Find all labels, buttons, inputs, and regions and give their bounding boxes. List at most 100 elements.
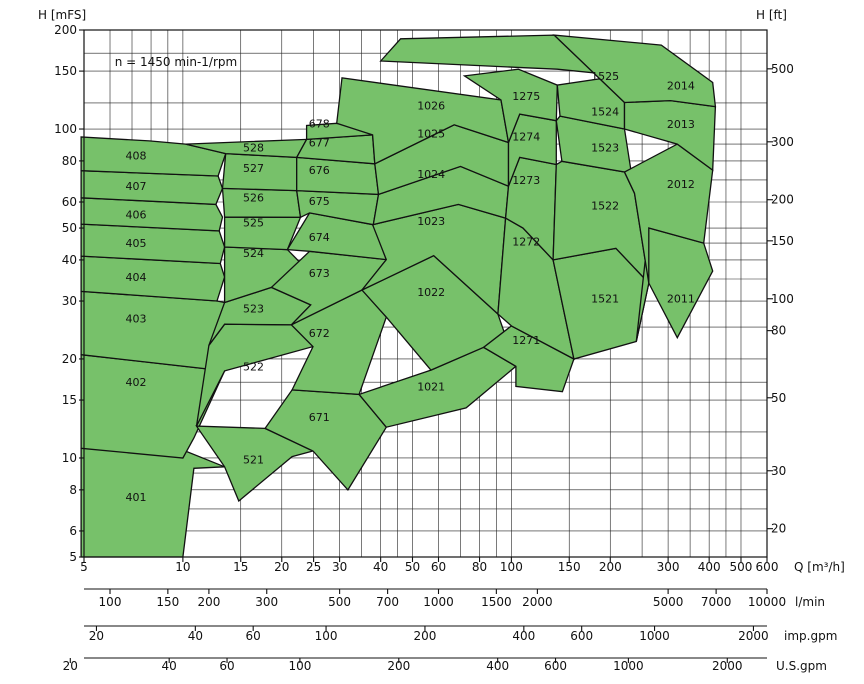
region-label-404: 404 bbox=[126, 271, 147, 284]
x-tick-label: 500 bbox=[730, 560, 753, 574]
region-label-1025: 1025 bbox=[417, 127, 445, 140]
x-tick-label: 400 bbox=[698, 560, 721, 574]
y-left-tick-label: 15 bbox=[62, 393, 77, 407]
x-tick-label: 25 bbox=[306, 560, 321, 574]
y-axis-left-label: H [mFS] bbox=[38, 8, 86, 22]
region-label-524: 524 bbox=[243, 247, 264, 260]
x-tick-label: 150 bbox=[558, 560, 581, 574]
region-label-1022: 1022 bbox=[417, 286, 445, 299]
x-tick-label: 200 bbox=[599, 560, 622, 574]
region-label-405: 405 bbox=[126, 237, 147, 250]
region-label-1026: 1026 bbox=[417, 99, 445, 112]
secondary-tick-label: 100 bbox=[288, 659, 311, 673]
region-label-402: 402 bbox=[126, 376, 147, 389]
region-label-522: 522 bbox=[243, 360, 264, 373]
region-label-401: 401 bbox=[126, 491, 147, 504]
secondary-tick-label: 400 bbox=[512, 629, 535, 643]
y-left-tick-label: 8 bbox=[69, 483, 77, 497]
secondary-tick-label: 700 bbox=[376, 595, 399, 609]
x-tick-label: 5 bbox=[80, 560, 88, 574]
secondary-tick-label: 60 bbox=[219, 659, 234, 673]
secondary-tick-label: 150 bbox=[156, 595, 179, 609]
x-tick-label: 300 bbox=[657, 560, 680, 574]
region-label-1521: 1521 bbox=[591, 293, 619, 306]
y-left-tick-label: 30 bbox=[62, 294, 77, 308]
y-right-tick-label: 150 bbox=[771, 234, 794, 248]
y-right-tick-label: 20 bbox=[771, 522, 786, 536]
secondary-tick-label: 10000 bbox=[748, 595, 786, 609]
y-left-tick-label: 6 bbox=[69, 524, 77, 538]
secondary-tick-label: 5000 bbox=[653, 595, 684, 609]
secondary-tick-label: 600 bbox=[570, 629, 593, 643]
axes: n = 1450 min-1/rpm H [mFS] 5 6 8 10 15 20 30 40 50… bbox=[38, 8, 845, 673]
y-right-tick-label: 100 bbox=[771, 292, 794, 306]
pump-region-404 bbox=[80, 255, 226, 302]
region-label-674: 674 bbox=[309, 231, 330, 244]
region-label-672: 672 bbox=[309, 327, 330, 340]
x-tick-label: 15 bbox=[233, 560, 248, 574]
region-label-675: 675 bbox=[309, 195, 330, 208]
secondary-tick-label: 40 bbox=[188, 629, 203, 643]
x-tick-label: 50 bbox=[405, 560, 420, 574]
region-labels: 401 402 403 404 405 406 407 408 521 522 523 524 525 5… bbox=[126, 70, 695, 504]
region-label-408: 408 bbox=[126, 150, 147, 163]
x-tick-label: 10 bbox=[175, 560, 190, 574]
pump-region-403 bbox=[80, 290, 226, 372]
secondary-tick-label: 2000 bbox=[712, 659, 743, 673]
region-label-677: 677 bbox=[309, 136, 330, 149]
y-left-tick-label: 100 bbox=[54, 122, 77, 136]
secondary-axis-label: imp.gpm bbox=[784, 629, 837, 643]
y-right-tick-label: 50 bbox=[771, 391, 786, 405]
secondary-tick-label: 400 bbox=[486, 659, 509, 673]
y-left-tick-label: 10 bbox=[62, 451, 77, 465]
secondary-tick-label: 500 bbox=[328, 595, 351, 609]
pump-region-407 bbox=[80, 170, 224, 206]
region-label-1524: 1524 bbox=[591, 106, 619, 119]
y-left-tick-label: 5 bbox=[69, 550, 77, 564]
plot-frame bbox=[83, 29, 768, 558]
y-right-tick-label: 30 bbox=[771, 464, 786, 478]
secondary-tick-label: 1500 bbox=[481, 595, 512, 609]
region-label-678: 678 bbox=[309, 117, 330, 130]
secondary-tick-label: 1000 bbox=[613, 659, 644, 673]
region-label-525: 525 bbox=[243, 216, 264, 229]
y-left-tick-label: 60 bbox=[62, 195, 77, 209]
region-label-673: 673 bbox=[309, 267, 330, 280]
secondary-tick-label: 100 bbox=[315, 629, 338, 643]
region-label-526: 526 bbox=[243, 191, 264, 204]
y-right-tick-label: 200 bbox=[771, 193, 794, 207]
x-tick-label: 80 bbox=[472, 560, 487, 574]
x-tick-label: 30 bbox=[332, 560, 347, 574]
y-right-tick-label: 500 bbox=[771, 62, 794, 76]
region-label-523: 523 bbox=[243, 302, 264, 315]
y-axis-right-label: H [ft] bbox=[756, 8, 787, 22]
region-label-1271: 1271 bbox=[512, 334, 540, 347]
x-tick-label: 20 bbox=[274, 560, 289, 574]
region-label-1023: 1023 bbox=[417, 215, 445, 228]
region-label-676: 676 bbox=[309, 164, 330, 177]
region-label-1275: 1275 bbox=[512, 90, 540, 103]
secondary-tick-label: 600 bbox=[544, 659, 567, 673]
secondary-tick-label: 2000 bbox=[738, 629, 769, 643]
secondary-axis-label: l/min bbox=[795, 595, 825, 609]
pump-region-405 bbox=[80, 223, 226, 265]
region-label-671: 671 bbox=[309, 411, 330, 424]
secondary-axis-label: U.S.gpm bbox=[776, 659, 827, 673]
region-label-1272: 1272 bbox=[512, 236, 540, 249]
pump-region-402 bbox=[80, 353, 226, 459]
x-tick-label: 40 bbox=[373, 560, 388, 574]
pump-region-2014 bbox=[552, 34, 717, 108]
region-label-528: 528 bbox=[243, 141, 264, 154]
region-label-1525: 1525 bbox=[591, 70, 619, 83]
secondary-tick-label: 1000 bbox=[639, 629, 670, 643]
y-left-tick-label: 20 bbox=[62, 352, 77, 366]
pump-region-1026 bbox=[335, 77, 510, 165]
region-label-1024: 1024 bbox=[417, 168, 445, 181]
pump-region-1275 bbox=[462, 68, 558, 145]
secondary-tick-label: 7000 bbox=[701, 595, 732, 609]
secondary-tick-label: 20 bbox=[89, 629, 104, 643]
y-right-tick-label: 300 bbox=[771, 135, 794, 149]
region-label-1522: 1522 bbox=[591, 200, 619, 213]
